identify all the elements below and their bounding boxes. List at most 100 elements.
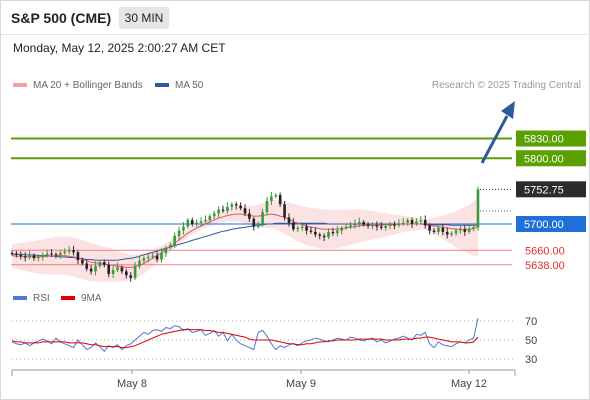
candle-body	[190, 220, 194, 224]
candle-body	[67, 250, 71, 252]
candle-body	[393, 224, 396, 226]
candle-body	[182, 226, 185, 231]
candle-body	[10, 252, 14, 254]
candle-body	[168, 245, 172, 248]
candle-body	[217, 209, 220, 214]
rsi-line	[11, 317, 479, 353]
datetime-label: Monday, May 12, 2025 2:00:27 AM CET	[13, 41, 226, 55]
candle-body	[81, 260, 84, 264]
header-divider	[0, 34, 588, 35]
candle-body	[340, 227, 344, 231]
resistance-label: 5830.00	[524, 134, 564, 146]
candle-body	[357, 222, 361, 224]
timeframe-badge[interactable]: 30 MIN	[119, 7, 169, 29]
candle-body	[441, 227, 445, 232]
resistance-label: 5800.00	[524, 153, 564, 165]
legend-rsi: RSI	[13, 293, 50, 304]
legend-rsi-label: RSI	[33, 293, 50, 304]
time-tick-label: May 12	[451, 378, 487, 390]
candle-body	[283, 204, 286, 218]
candle-body	[107, 264, 111, 274]
candle-body	[195, 222, 198, 224]
candle-body	[463, 229, 467, 232]
candle-body	[450, 233, 453, 235]
candle-body	[111, 270, 115, 274]
candle-body	[116, 267, 119, 271]
rsi-ma-line	[11, 329, 479, 349]
candle-body	[146, 256, 150, 259]
rsi-tick-label: 50	[525, 335, 537, 347]
legend-ma50-label: MA 50	[175, 80, 204, 91]
candle-body	[410, 220, 414, 224]
legend-rsi-ma-label: 9MA	[81, 293, 102, 304]
candles	[10, 186, 480, 282]
candle-body	[138, 260, 141, 267]
candle-body	[28, 255, 31, 258]
forecast-arrowhead	[501, 101, 515, 119]
candle-body	[151, 255, 154, 257]
candle-body	[428, 225, 431, 231]
candle-body	[379, 226, 383, 228]
candle-body	[226, 206, 229, 211]
candle-body	[459, 229, 462, 231]
candle-body	[103, 262, 106, 265]
candle-body	[19, 254, 23, 257]
candle-body	[371, 225, 374, 227]
ma50-swatch	[155, 83, 169, 88]
candle-body	[234, 204, 238, 206]
candle-body	[353, 223, 357, 226]
candle-body	[186, 220, 190, 227]
candle-body	[85, 263, 89, 269]
candle-body	[32, 255, 36, 259]
bollinger-band	[12, 196, 478, 282]
candle-body	[336, 230, 339, 234]
candle-body	[300, 226, 304, 228]
rsi-swatch	[13, 296, 27, 301]
candle-body	[467, 228, 471, 232]
candle-body	[243, 208, 247, 214]
candle-body	[309, 230, 313, 232]
candle-body	[76, 252, 80, 261]
candle-body	[423, 220, 427, 226]
candle-body	[432, 230, 436, 232]
candle-body	[155, 255, 159, 260]
pivot-tag	[516, 216, 586, 232]
candle-body	[160, 252, 163, 260]
candle-body	[72, 250, 75, 253]
time-tick-label: May 9	[286, 378, 316, 390]
candle-body	[15, 253, 18, 255]
candle-body	[142, 258, 146, 261]
candle-body	[54, 254, 58, 256]
candle-body	[37, 256, 40, 259]
candle-body	[199, 221, 203, 223]
candle-body	[292, 222, 295, 230]
candle-body	[252, 218, 256, 227]
candle-body	[120, 267, 124, 272]
candle-body	[256, 224, 260, 227]
research-credit: Research © 2025 Trading Central	[431, 80, 581, 91]
candle-body	[322, 235, 326, 238]
candle-body	[287, 217, 291, 223]
candle-body	[265, 200, 269, 213]
candle-body	[384, 225, 387, 228]
candle-body	[164, 247, 168, 253]
candle-body	[349, 225, 352, 227]
candle-body	[314, 231, 317, 235]
candle-body	[296, 227, 300, 230]
candle-body	[23, 256, 27, 258]
candle-body	[270, 196, 273, 201]
candle-body	[437, 227, 440, 232]
candle-body	[366, 224, 370, 226]
candle-body	[278, 195, 282, 205]
candle-body	[239, 205, 242, 209]
candle-body	[362, 222, 366, 225]
pivot-label: 5700.00	[524, 219, 564, 231]
candle-body	[45, 253, 49, 256]
candle-body	[454, 230, 458, 234]
candle-body	[204, 220, 207, 222]
candle-body	[375, 225, 379, 227]
candle-body	[445, 231, 449, 235]
ma20-swatch	[13, 83, 27, 88]
candle-body	[94, 266, 97, 272]
